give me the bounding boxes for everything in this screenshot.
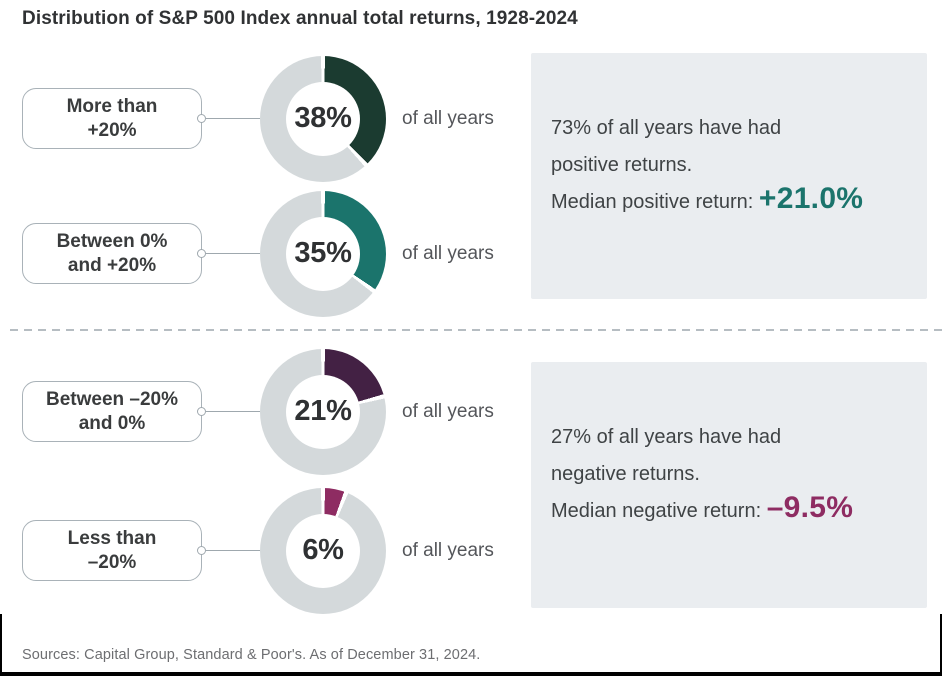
connector-dot — [197, 546, 206, 555]
range-label-line: +20% — [87, 119, 137, 141]
of-all-years-label: of all years — [402, 400, 494, 422]
range-label-between-minus20-0: Between –20% and 0% — [22, 381, 202, 442]
donut-chart-less-than-minus20: 6% — [260, 487, 386, 614]
connector-dot — [197, 249, 206, 258]
connector-dot — [197, 407, 206, 416]
donut-hole: 6% — [286, 513, 360, 588]
image-left-border — [0, 614, 2, 676]
connector — [197, 249, 260, 258]
median-negative-value: –9.5% — [766, 491, 854, 524]
image-bottom-border — [0, 672, 942, 676]
range-label-line: and +20% — [67, 254, 157, 276]
sources-footnote: Sources: Capital Group, Standard & Poor'… — [22, 647, 481, 663]
donut-row-more-than-plus20: More than +20% 38% of all years — [22, 55, 527, 182]
range-label-line: Less than — [67, 528, 157, 550]
connector-line — [206, 117, 260, 120]
connector — [197, 546, 260, 555]
donut-hole: 35% — [286, 216, 360, 291]
summary-line: negative returns. — [551, 463, 700, 485]
negative-summary-card: 27% of all years have had negative retur… — [531, 362, 927, 608]
donut-hole: 38% — [286, 81, 360, 156]
range-label-less-than-minus20: Less than –20% — [22, 520, 202, 581]
chart-title: Distribution of S&P 500 Index annual tot… — [22, 8, 578, 29]
median-positive-value: +21.0% — [758, 182, 864, 215]
donut-value: 21% — [294, 395, 352, 427]
donut-hole: 21% — [286, 374, 360, 449]
median-label: Median positive return: — [551, 191, 759, 213]
summary-line: 73% of all years have had — [551, 117, 782, 139]
summary-line: Median negative return: –9.5% — [551, 493, 909, 530]
median-label: Median negative return: — [551, 500, 767, 522]
donut-row-less-than-minus20: Less than –20% 6% of all years — [22, 487, 527, 614]
range-label-more-than-plus20: More than +20% — [22, 88, 202, 149]
range-label-line: Between 0% — [56, 231, 168, 253]
donut-chart-between-0-plus20: 35% — [260, 190, 386, 317]
connector-line — [206, 410, 260, 413]
summary-line: Median positive return: +21.0% — [551, 184, 909, 221]
donut-value: 35% — [294, 237, 352, 269]
connector — [197, 407, 260, 416]
donut-row-between-0-plus20: Between 0% and +20% 35% of all years — [22, 190, 527, 317]
donut-value: 38% — [294, 102, 352, 134]
connector-line — [206, 549, 260, 552]
donut-chart-more-than-plus20: 38% — [260, 55, 386, 182]
range-label-line: More than — [66, 96, 158, 118]
range-label-line: –20% — [87, 551, 137, 573]
image-right-border — [940, 614, 942, 676]
donut-chart-between-minus20-0: 21% — [260, 348, 386, 475]
connector-line — [206, 252, 260, 255]
summary-line: positive returns. — [551, 154, 693, 176]
connector — [197, 114, 260, 123]
section-divider — [10, 329, 942, 331]
of-all-years-label: of all years — [402, 539, 494, 561]
positive-summary-card: 73% of all years have had positive retur… — [531, 53, 927, 299]
donut-row-between-minus20-0: Between –20% and 0% 21% of all years — [22, 348, 527, 475]
connector-dot — [197, 114, 206, 123]
range-label-between-0-plus20: Between 0% and +20% — [22, 223, 202, 284]
of-all-years-label: of all years — [402, 107, 494, 129]
range-label-line: Between –20% — [45, 389, 178, 411]
range-label-line: and 0% — [78, 412, 146, 434]
donut-value: 6% — [302, 534, 344, 566]
of-all-years-label: of all years — [402, 242, 494, 264]
summary-line: 27% of all years have had — [551, 426, 782, 448]
